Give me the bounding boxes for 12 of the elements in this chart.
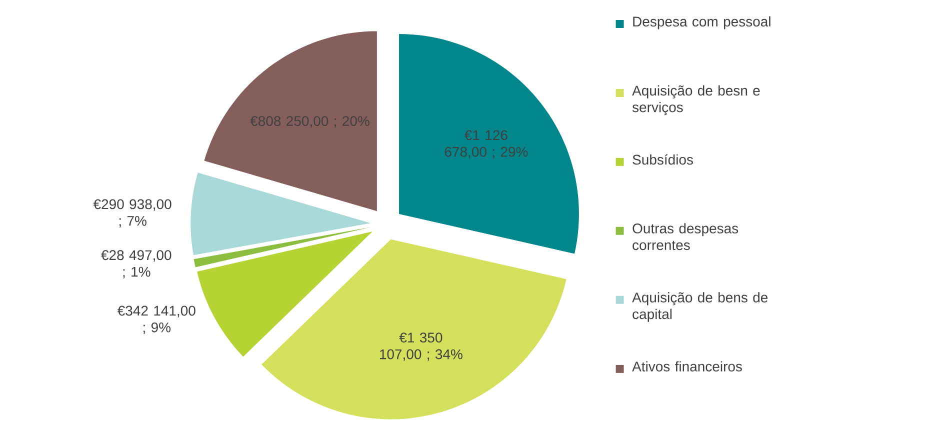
legend-label: Aquisição de besn e serviços	[632, 85, 760, 116]
data-label: €1 126 678,00 ; 29%	[444, 130, 528, 159]
data-label: €342 141,00 ; 9%	[117, 306, 196, 334]
legend-label: Aquisição de bens de capital	[632, 292, 768, 322]
data-label: €1 350 107,00 ; 34%	[380, 332, 462, 361]
legend-label: Outras despesas correntes	[632, 223, 738, 250]
legend-label: Ativos financeiros	[632, 361, 742, 372]
legend-label: Despesa com pessoal	[633, 16, 770, 30]
legend-label: Subsídios	[632, 154, 693, 165]
data-label: €290 938,00 ; 7%	[93, 199, 172, 228]
data-label: €28 497,00 ; 1%	[101, 250, 172, 278]
data-label: €808 250,00 ; 20%	[250, 116, 370, 128]
